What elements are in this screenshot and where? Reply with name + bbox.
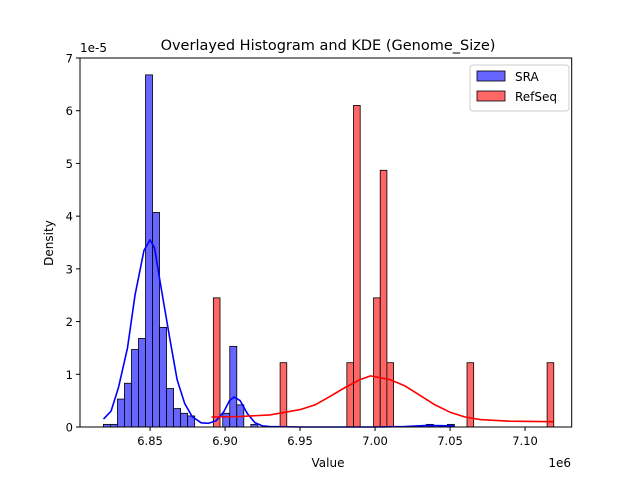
- bar-sra: [159, 326, 167, 428]
- bar-sra: [222, 412, 231, 428]
- y-axis-label: Density: [42, 220, 56, 266]
- legend-label-sra: SRA: [515, 70, 539, 84]
- bar-sra: [145, 74, 153, 428]
- x-axis-label: Value: [312, 456, 345, 470]
- bar-sra: [180, 412, 189, 428]
- legend-swatch-sra: [476, 70, 506, 82]
- bar-refseq: [353, 105, 361, 428]
- y-axis-ticks: 0 1 2 3 4 5 6 7: [66, 52, 80, 435]
- y-tick-label: 2: [66, 315, 73, 329]
- y-tick-label: 4: [66, 210, 73, 224]
- legend-label-refseq: RefSeq: [515, 90, 557, 104]
- y-tick-label: 5: [66, 157, 73, 171]
- bars-layer: [103, 74, 555, 428]
- y-tick-label: 7: [66, 52, 73, 66]
- x-axis-ticks: 6.85 6.90 6.95 7.00 7.05 7.10: [137, 427, 538, 448]
- bar-sra: [229, 345, 238, 428]
- bar-refseq: [373, 297, 381, 428]
- bar-refseq: [346, 362, 354, 428]
- kde-line-refseq: [211, 375, 554, 423]
- legend-swatch-refseq: [476, 90, 506, 102]
- y-tick-label: 1: [66, 368, 73, 382]
- y-tick-label: 6: [66, 104, 73, 118]
- chart-title: Overlayed Histogram and KDE (Genome_Size…: [161, 38, 496, 54]
- x-tick-label: 6.90: [212, 434, 238, 448]
- x-tick-label: 6.85: [137, 434, 163, 448]
- y-tick-label: 0: [66, 421, 73, 435]
- bar-sra: [124, 382, 132, 428]
- bar-sra: [138, 338, 146, 428]
- bar-refseq: [386, 362, 394, 428]
- x-tick-label: 7.05: [437, 434, 463, 448]
- y-tick-label: 3: [66, 262, 73, 276]
- bar-refseq: [546, 362, 555, 428]
- y-offset-label: 1e-5: [80, 41, 107, 55]
- x-offset-label: 1e6: [548, 456, 571, 470]
- bar-sra: [166, 388, 175, 428]
- axes-frame: [79, 57, 573, 428]
- x-tick-label: 7.10: [512, 434, 538, 448]
- x-tick-label: 7.00: [362, 434, 388, 448]
- bar-refseq: [279, 362, 288, 428]
- bar-sra: [173, 408, 182, 428]
- bar-refseq: [379, 169, 388, 428]
- bar-sra: [117, 398, 125, 428]
- x-tick-label: 6.95: [287, 434, 313, 448]
- legend: SRA RefSeq: [469, 64, 570, 112]
- bar-refseq: [212, 297, 221, 428]
- bar-sra: [131, 349, 139, 428]
